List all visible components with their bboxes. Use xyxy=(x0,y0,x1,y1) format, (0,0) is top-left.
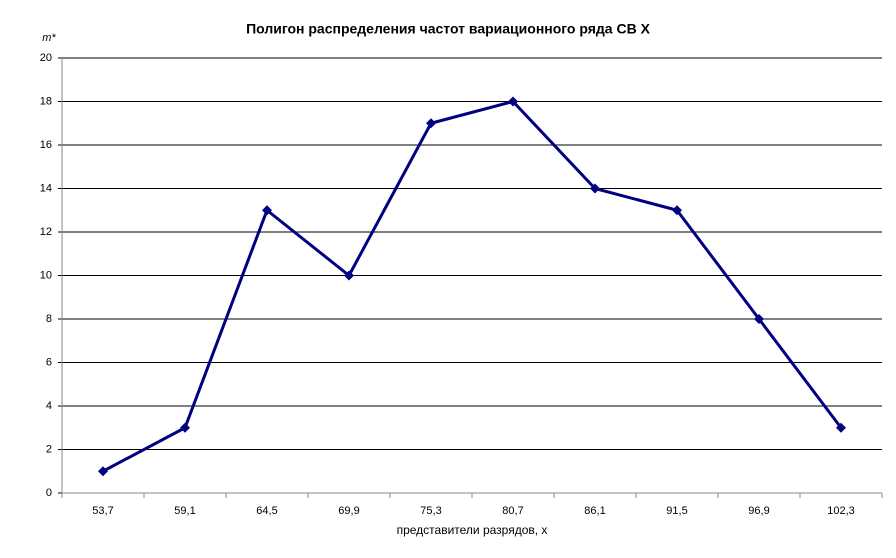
y-axis-title: m* xyxy=(42,32,56,44)
point-marker xyxy=(262,205,272,216)
series-line xyxy=(102,100,843,473)
y-tick-label: 8 xyxy=(46,313,52,325)
point-marker xyxy=(426,118,436,129)
y-tick-label: 2 xyxy=(46,443,52,455)
point-marker xyxy=(672,205,682,216)
point-marker xyxy=(836,422,846,433)
x-tick-label: 69,9 xyxy=(338,505,359,517)
x-tick-label: 102,3 xyxy=(827,505,855,517)
x-axis-title: представители разрядов, x xyxy=(397,523,548,537)
x-tick-label: 53,7 xyxy=(92,505,113,517)
x-tick-label: 96,9 xyxy=(748,505,769,517)
x-tick-label: 86,1 xyxy=(584,505,605,517)
x-tick-label: 91,5 xyxy=(666,505,687,517)
x-tick-label: 64,5 xyxy=(256,505,277,517)
y-tick-label: 14 xyxy=(40,182,52,194)
y-tick-label: 20 xyxy=(40,52,52,64)
chart-title: Полигон распределения частот вариационно… xyxy=(246,21,651,37)
y-tick-label: 4 xyxy=(46,400,52,412)
y-tick-label: 6 xyxy=(46,356,52,368)
point-marker xyxy=(754,314,764,324)
point-marker xyxy=(98,466,108,477)
point-marker xyxy=(344,270,354,281)
x-tick-label: 80,7 xyxy=(502,505,523,517)
y-tick-label: 12 xyxy=(40,226,52,238)
x-tick-label: 59,1 xyxy=(174,505,195,517)
point-marker xyxy=(508,96,518,107)
y-tick-label: 10 xyxy=(40,269,52,281)
y-tick-label: 16 xyxy=(40,139,52,151)
y-tick-label: 18 xyxy=(40,95,52,107)
point-marker xyxy=(590,183,600,194)
point-marker xyxy=(180,422,190,433)
x-tick-label: 75,3 xyxy=(420,505,441,517)
y-tick-label: 0 xyxy=(46,487,52,499)
